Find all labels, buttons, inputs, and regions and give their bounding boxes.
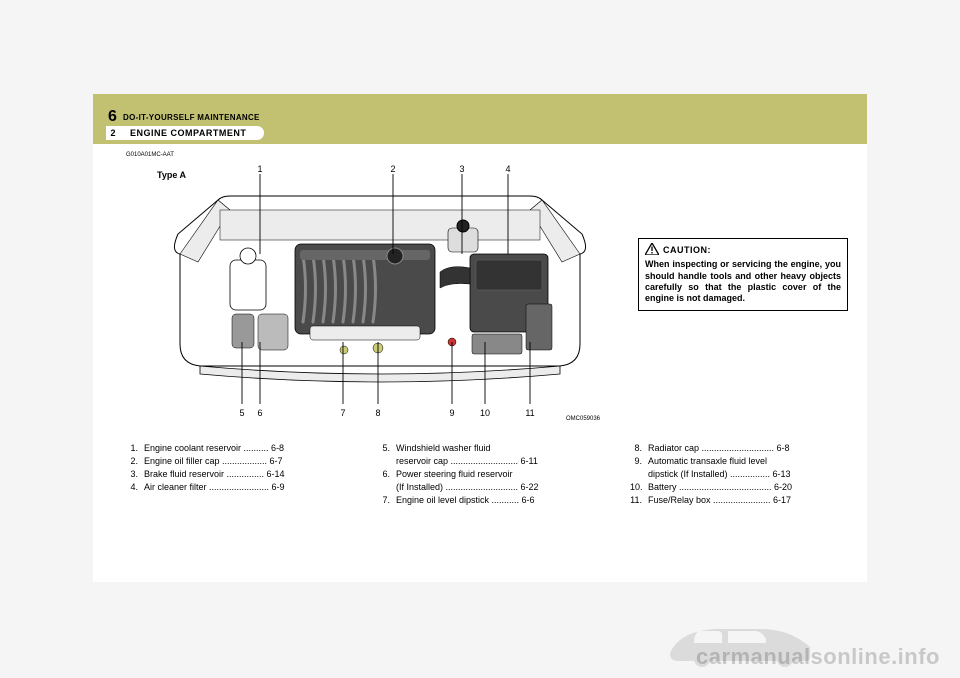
legend-label: Fuse/Relay box ....................... 6… — [648, 494, 856, 507]
svg-text:10: 10 — [480, 408, 490, 418]
caution-body: When inspecting or servicing the engine,… — [645, 259, 841, 304]
legend-number: 9. — [630, 455, 648, 468]
legend-item: 3.Brake fluid reservoir ............... … — [126, 468, 352, 481]
legend-item: 6.Power steering fluid reservoir — [378, 468, 604, 481]
svg-text:4: 4 — [505, 164, 510, 174]
legend-item: 1.Engine coolant reservoir .......... 6-… — [126, 442, 352, 455]
legend-label: Engine oil filler cap ..................… — [144, 455, 352, 468]
legend-number: 2. — [126, 455, 144, 468]
chapter-title: DO-IT-YOURSELF MAINTENANCE — [123, 113, 260, 122]
engine-diagram: 1 2 3 4 5 6 7 8 9 10 11 — [150, 164, 610, 424]
legend-item-sub: dipstick (If Installed) ................… — [630, 468, 856, 481]
legend-number: 10. — [630, 481, 648, 494]
legend-column: 1.Engine coolant reservoir .......... 6-… — [126, 442, 352, 507]
svg-text:7: 7 — [340, 408, 345, 418]
svg-text:9: 9 — [449, 408, 454, 418]
legend-item: 7.Engine oil level dipstick ........... … — [378, 494, 604, 507]
legend-sub-label: reservoir cap ..........................… — [396, 455, 604, 468]
svg-text:3: 3 — [459, 164, 464, 174]
document-code: G010A01MC-AAT — [126, 152, 174, 158]
legend-sub-label: (If Installed) .........................… — [396, 481, 604, 494]
svg-text:11: 11 — [525, 408, 534, 418]
section-title: ENGINE COMPARTMENT — [120, 126, 264, 140]
legend-item: 5.Windshield washer fluid — [378, 442, 604, 455]
legend: 1.Engine coolant reservoir .......... 6-… — [126, 442, 856, 507]
legend-number: 4. — [126, 481, 144, 494]
legend-number: 7. — [378, 494, 396, 507]
legend-label: Windshield washer fluid — [396, 442, 604, 455]
watermark-text: carmanualsonline.info — [696, 644, 940, 670]
legend-column: 8.Radiator cap .........................… — [630, 442, 856, 507]
legend-item: 4.Air cleaner filter ...................… — [126, 481, 352, 494]
legend-label: Power steering fluid reservoir — [396, 468, 604, 481]
caution-heading: CAUTION: — [663, 245, 711, 255]
svg-text:2: 2 — [390, 164, 395, 174]
legend-label: Air cleaner filter .....................… — [144, 481, 352, 494]
svg-text:5: 5 — [239, 408, 244, 418]
svg-text:8: 8 — [375, 408, 380, 418]
legend-item: 9.Automatic transaxle fluid level — [630, 455, 856, 468]
legend-label: Brake fluid reservoir ............... 6-… — [144, 468, 352, 481]
legend-item: 11.Fuse/Relay box ......................… — [630, 494, 856, 507]
legend-label: Radiator cap ...........................… — [648, 442, 856, 455]
legend-sub-label: dipstick (If Installed) ................… — [648, 468, 856, 481]
legend-item: 10.Battery .............................… — [630, 481, 856, 494]
caution-box: CAUTION: When inspecting or servicing th… — [638, 238, 848, 311]
legend-label: Battery ................................… — [648, 481, 856, 494]
legend-number: 8. — [630, 442, 648, 455]
svg-text:1: 1 — [257, 164, 262, 174]
legend-number: 1. — [126, 442, 144, 455]
chapter-number: 6 — [108, 108, 117, 126]
legend-item-sub: (If Installed) .........................… — [378, 481, 604, 494]
legend-item: 8.Radiator cap .........................… — [630, 442, 856, 455]
legend-item-sub: reservoir cap ..........................… — [378, 455, 604, 468]
legend-label: Engine coolant reservoir .......... 6-8 — [144, 442, 352, 455]
legend-column: 5.Windshield washer fluidreservoir cap .… — [378, 442, 604, 507]
legend-label: Automatic transaxle fluid level — [648, 455, 856, 468]
legend-number: 3. — [126, 468, 144, 481]
legend-number: 11. — [630, 494, 648, 507]
legend-number: 6. — [378, 468, 396, 481]
warning-icon — [645, 243, 659, 258]
legend-number: 5. — [378, 442, 396, 455]
page-number: 2 — [106, 126, 120, 140]
svg-text:6: 6 — [257, 408, 262, 418]
legend-label: Engine oil level dipstick ........... 6-… — [396, 494, 604, 507]
image-code: OMC059036 — [566, 416, 600, 422]
legend-item: 2.Engine oil filler cap ................… — [126, 455, 352, 468]
